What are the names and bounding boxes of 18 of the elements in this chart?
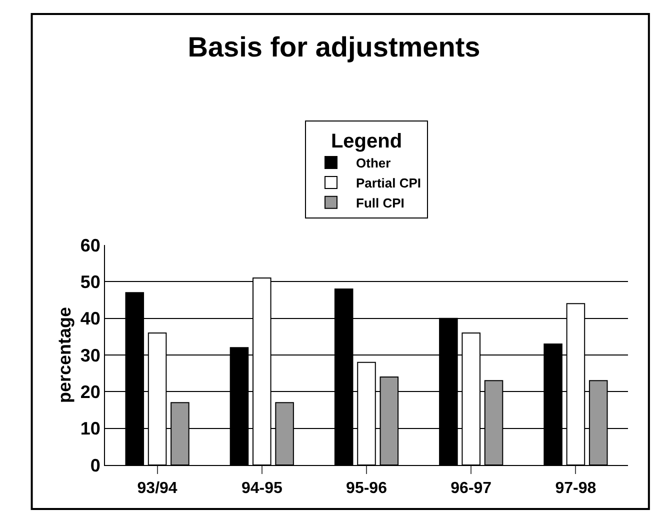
y-tick-label: 0 [90,455,100,476]
legend-label: Other [356,156,391,171]
x-tick-label: 97-98 [555,480,596,498]
x-tick-label: 95-96 [346,480,388,498]
legend-label: Full CPI [356,195,404,210]
y-tick-label: 30 [80,345,100,366]
y-tick-label: 10 [80,418,100,439]
y-axis-title: percentage [54,306,75,404]
legend-label: Partial CPI [356,176,422,191]
y-tick-label: 40 [80,308,100,329]
y-tick-label: 20 [80,382,100,402]
x-tick-label: 94-95 [241,480,282,498]
chart-title: Basis for adjustments [188,31,480,62]
x-tick-label: 93/94 [137,480,178,498]
legend-title: Legend [330,130,402,153]
y-tick-label: 50 [80,272,100,292]
y-tick-label: 60 [80,235,100,256]
x-tick-label: 96-97 [450,480,492,498]
